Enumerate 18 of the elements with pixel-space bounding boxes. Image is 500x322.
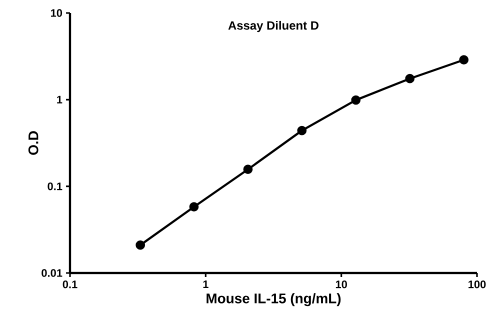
x-axis-title: Mouse IL-15 (ng/mL) <box>206 293 341 306</box>
point <box>459 55 469 65</box>
point <box>243 164 253 174</box>
point <box>297 126 307 136</box>
y-tick-label: 0.1 <box>48 182 62 190</box>
y-tick-label: 1 <box>57 96 62 104</box>
point <box>405 74 415 84</box>
y-axis-title: O.D <box>28 131 38 155</box>
point <box>136 240 146 250</box>
y-tick-label: 0.01 <box>42 269 62 277</box>
point <box>351 95 361 105</box>
y-tick-label: 10 <box>50 9 62 17</box>
text: Assay Diluent D <box>228 20 318 32</box>
point <box>189 202 199 212</box>
x-tick-label: 0.1 <box>62 280 78 288</box>
x-tick-label: 1 <box>203 280 208 288</box>
x-tick-label: 10 <box>336 280 347 288</box>
x-tick-label: 100 <box>468 280 486 288</box>
